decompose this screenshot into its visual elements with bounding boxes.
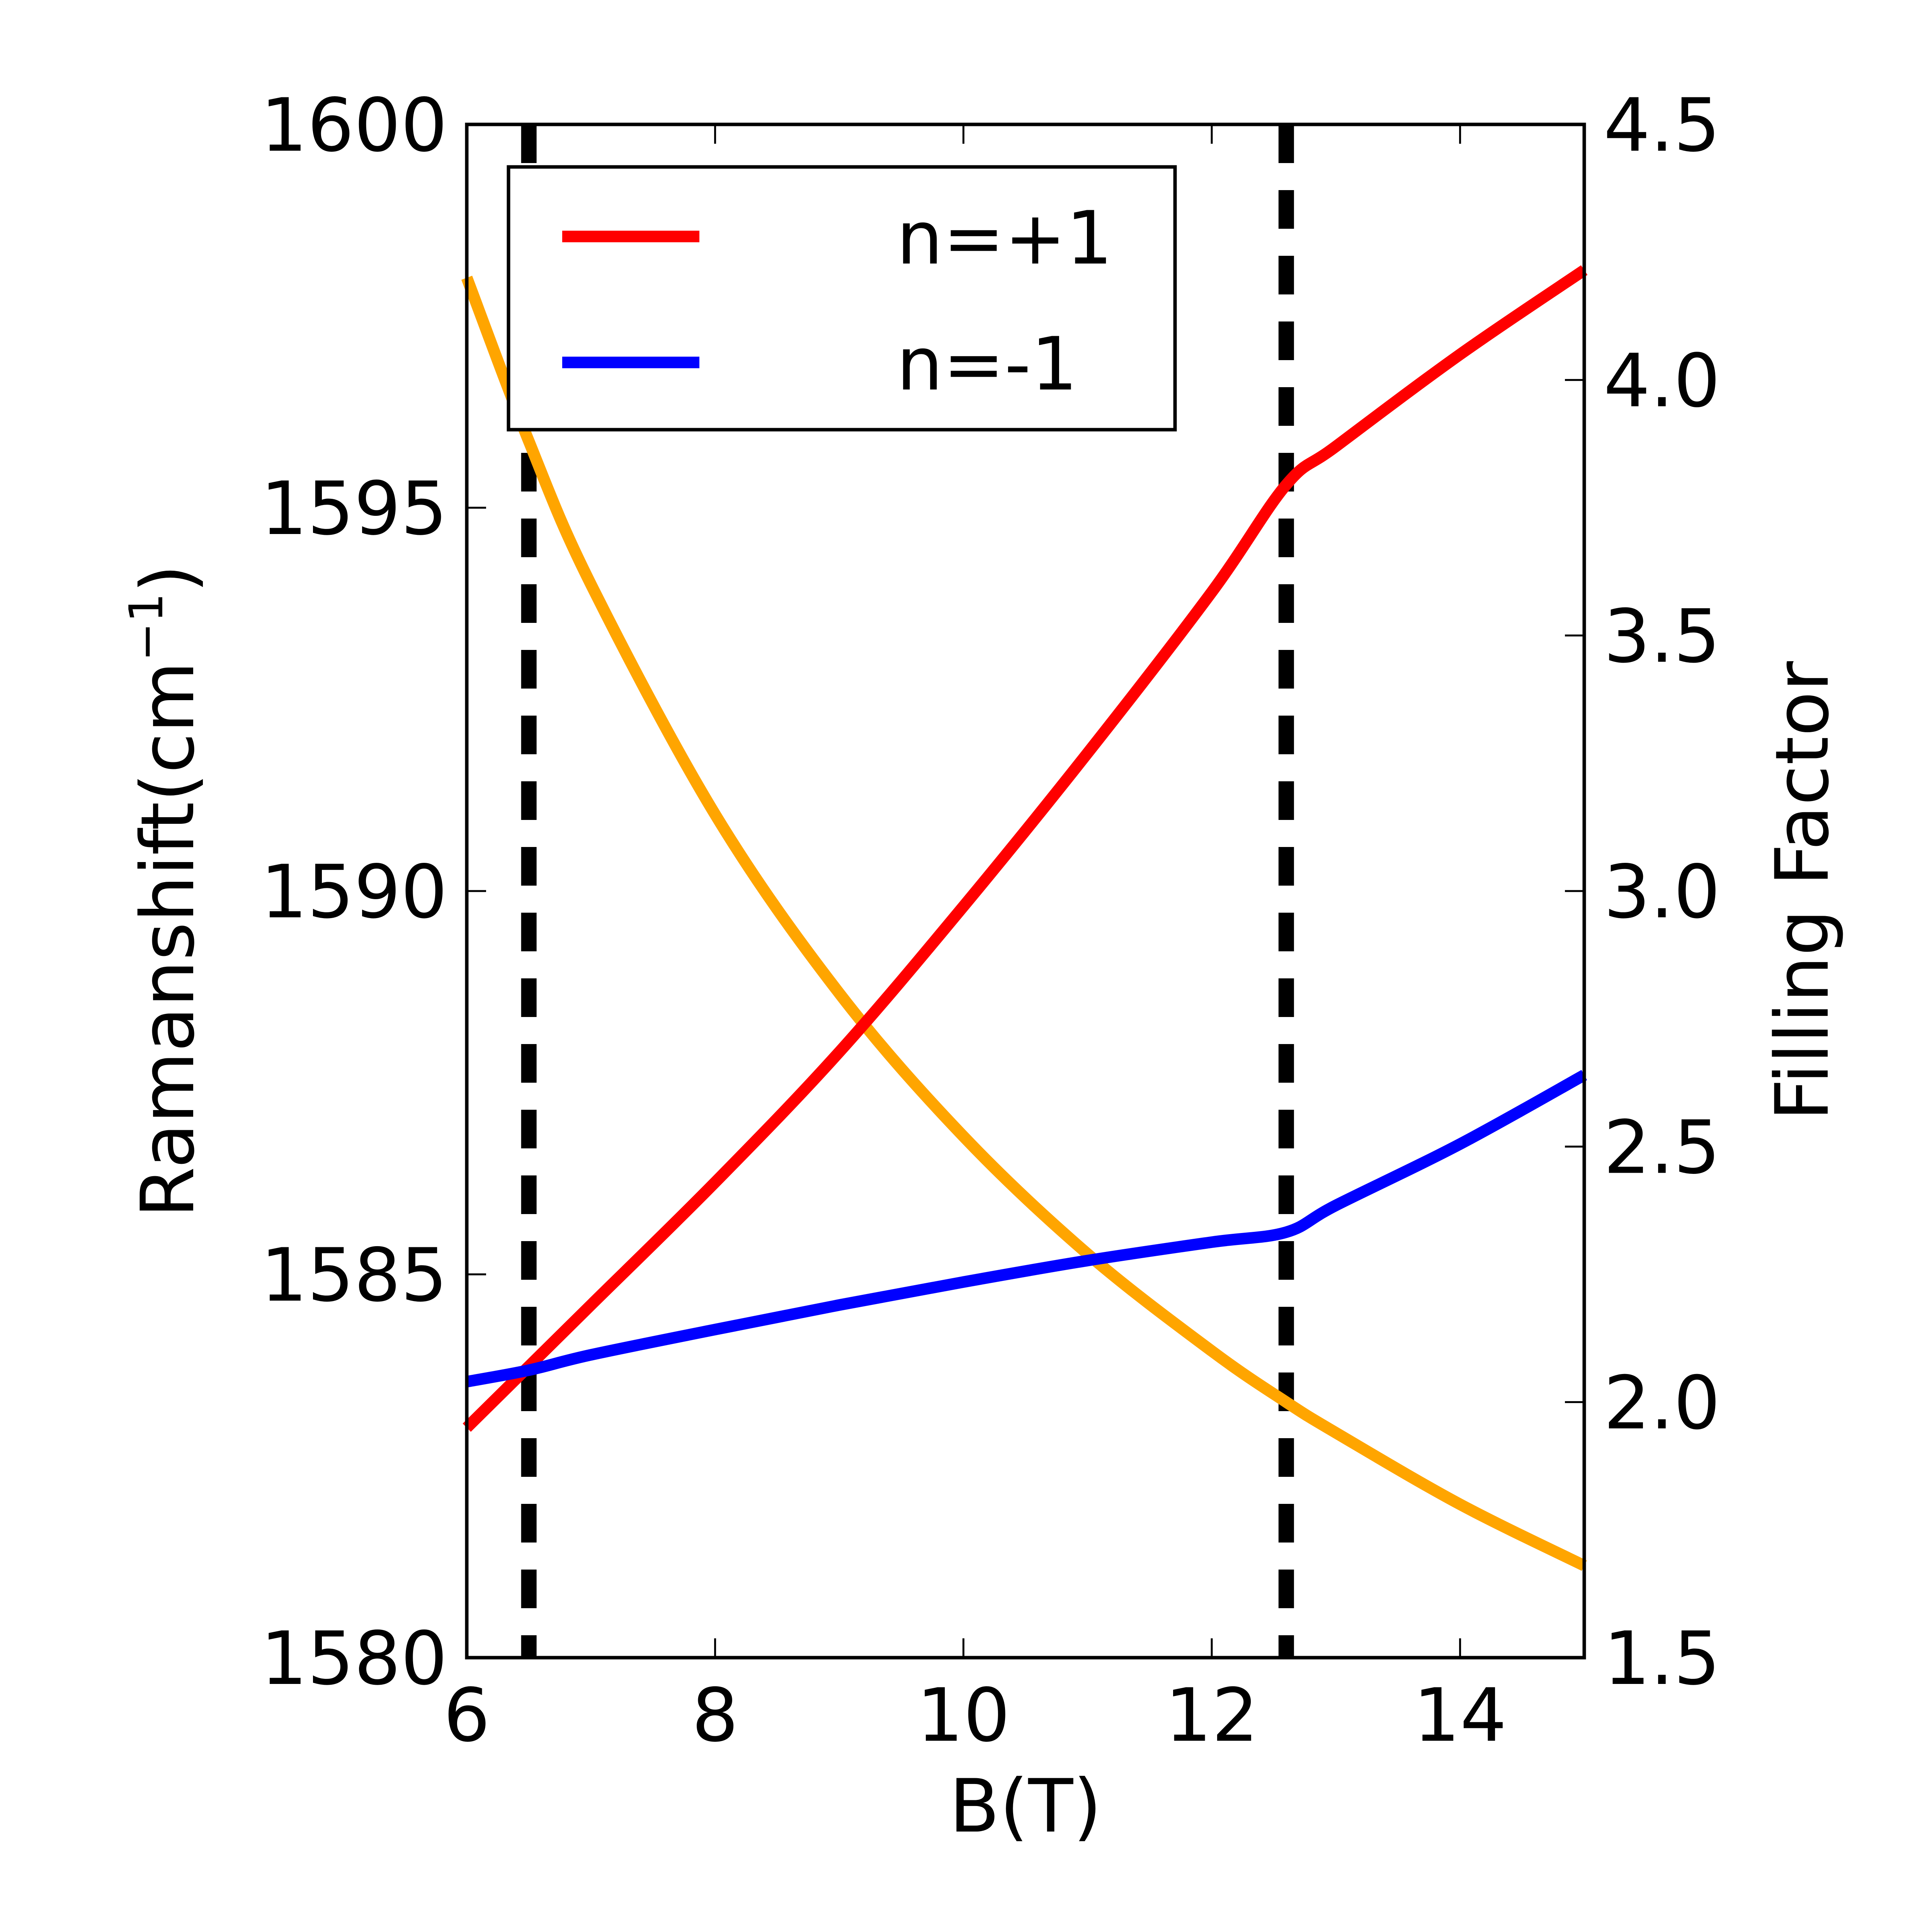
x-tick-label: 6 xyxy=(444,1673,490,1758)
x-tick-label: 10 xyxy=(917,1673,1010,1758)
series-layer xyxy=(461,265,1588,1571)
y2-tick-label: 3.0 xyxy=(1604,849,1720,935)
y-tick-label: 1600 xyxy=(260,83,447,168)
y2-tick-label: 1.5 xyxy=(1604,1616,1720,1701)
y-tick-label: 1590 xyxy=(260,849,447,935)
ticks-layer: 6 8 10 12 14 1580 1585 1590 1595 1600 1.5 2.0 2.5 3.0… xyxy=(260,83,1720,1758)
y2-tick-label: 2.0 xyxy=(1604,1361,1720,1446)
y-axis-title-main: Ramanshift(cm xyxy=(125,661,211,1218)
series-line-n-plus-1 xyxy=(463,265,1588,1432)
legend-box xyxy=(507,165,1177,432)
y2-tick-label: 4.5 xyxy=(1604,83,1720,168)
y2-axis-title: Filling Factor xyxy=(1760,661,1845,1121)
plot-frame xyxy=(465,122,1586,1660)
x-tick-label: 8 xyxy=(692,1673,738,1758)
y-tick-label: 1580 xyxy=(260,1616,447,1701)
legend: n=+1 n=-1 xyxy=(507,165,1177,432)
x-tick-label: 12 xyxy=(1165,1673,1259,1758)
series-line-filling-factor xyxy=(461,276,1587,1571)
y-axis-title-close: ) xyxy=(125,564,211,593)
y-axis-title-superscript: −1 xyxy=(120,593,173,662)
legend-label-n-plus-1: n=+1 xyxy=(896,196,1113,281)
y2-tick-label: 2.5 xyxy=(1604,1105,1720,1190)
x-axis-title: B(T) xyxy=(949,1764,1102,1849)
y2-tick-label: 3.5 xyxy=(1604,594,1720,679)
y-tick-label: 1585 xyxy=(260,1233,447,1318)
series-line-n-minus-1 xyxy=(466,1070,1587,1388)
y2-tick-label: 4.0 xyxy=(1604,338,1720,423)
legend-label-n-minus-1: n=-1 xyxy=(896,321,1078,407)
y-tick-label: 1595 xyxy=(260,466,447,551)
y-axis-title: Ramanshift(cm−1) xyxy=(120,564,211,1218)
x-tick-label: 14 xyxy=(1413,1673,1507,1758)
